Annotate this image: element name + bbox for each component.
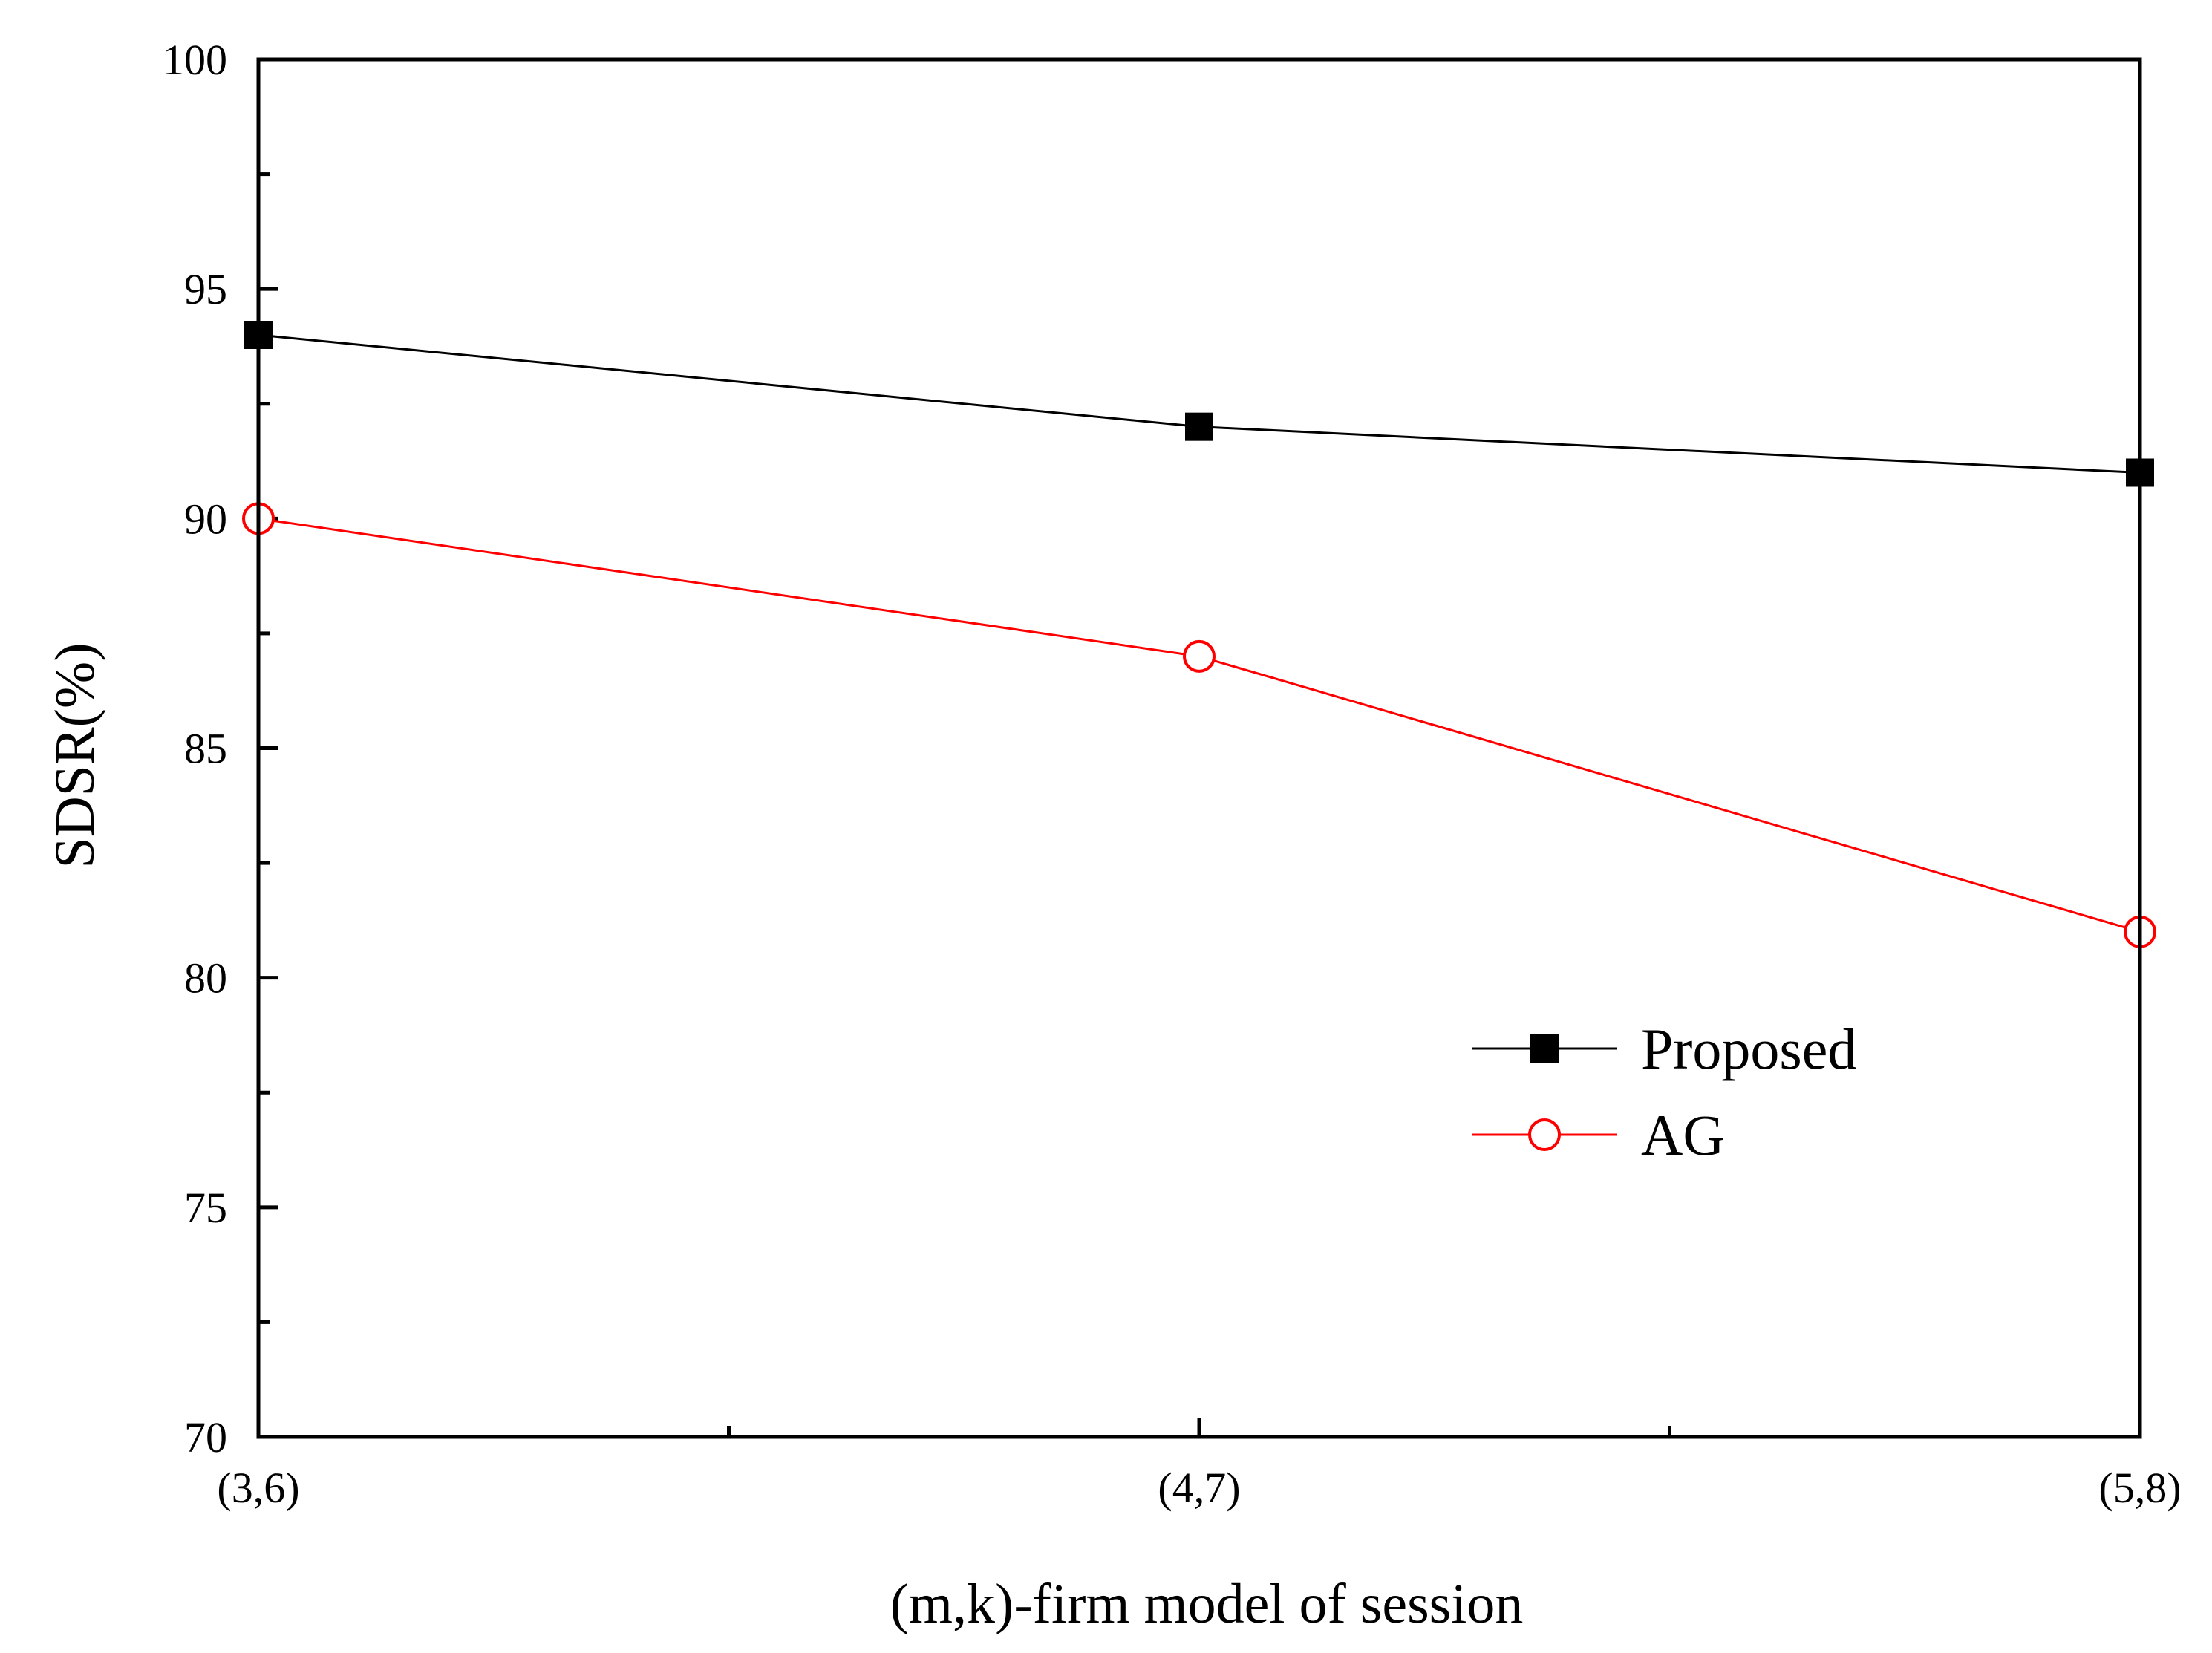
y-tick-label: 100 [163, 36, 227, 84]
x-tick-label: (4,7) [1158, 1464, 1240, 1512]
x-tick-label: (5,8) [2098, 1464, 2181, 1512]
x-tick-label: (3,6) [217, 1464, 299, 1512]
series-ag [242, 502, 2156, 948]
legend: Proposed AG [1472, 1017, 1856, 1167]
x-axis-label: (m,k)-firm model of session [890, 1573, 1524, 1635]
y-tick-label: 90 [184, 495, 227, 543]
legend-label: Proposed [1641, 1017, 1856, 1081]
legend-marker [1528, 1118, 1561, 1151]
y-tick-label: 95 [184, 265, 227, 313]
y-tick-label: 85 [184, 725, 227, 773]
legend-marker [1530, 1034, 1559, 1063]
legend-label: AG [1641, 1103, 1725, 1167]
y-tick-label: 75 [184, 1184, 227, 1232]
legend-item: Proposed [1472, 1017, 1856, 1081]
data-point [1183, 639, 1216, 673]
plot-frame [256, 57, 2142, 1439]
data-point [1185, 412, 1213, 441]
y-tick-label: 70 [184, 1413, 227, 1461]
y-tick-label: 80 [184, 954, 227, 1002]
tick-labels: 70 75 80 85 90 95 100 (3,6) (4,7) (5,8) [163, 36, 2182, 1512]
legend-item: AG [1472, 1103, 1725, 1167]
y-axis-label: SDSR(%) [44, 642, 106, 868]
